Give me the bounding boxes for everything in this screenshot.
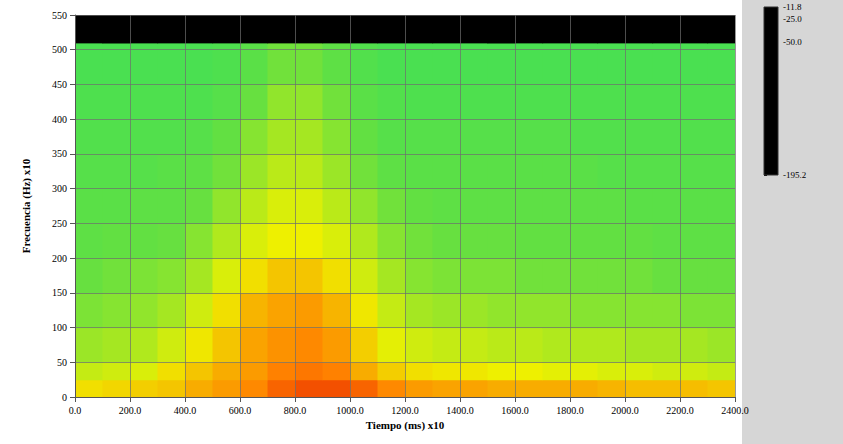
svg-text:250: 250 (52, 218, 67, 229)
svg-text:200: 200 (52, 253, 67, 264)
svg-text:350: 350 (52, 148, 67, 159)
svg-text:500: 500 (52, 44, 67, 55)
svg-text:Frecuencia (Hz) x10: Frecuencia (Hz) x10 (20, 158, 33, 253)
svg-text:450: 450 (52, 79, 67, 90)
svg-text:2400.0: 2400.0 (721, 405, 749, 416)
svg-text:-11.8: -11.8 (783, 2, 802, 12)
svg-text:800.0: 800.0 (284, 405, 307, 416)
svg-text:400.0: 400.0 (174, 405, 197, 416)
svg-text:150: 150 (52, 287, 67, 298)
svg-text:-50.0: -50.0 (783, 37, 802, 47)
svg-text:1400.0: 1400.0 (446, 405, 474, 416)
svg-text:2000.0: 2000.0 (611, 405, 639, 416)
svg-text:50: 50 (57, 357, 67, 368)
svg-text:0.0: 0.0 (69, 405, 82, 416)
svg-text:-25.0: -25.0 (783, 14, 802, 24)
svg-text:600.0: 600.0 (229, 405, 252, 416)
svg-text:1200.0: 1200.0 (391, 405, 419, 416)
svg-text:-195.2: -195.2 (783, 170, 806, 180)
svg-text:200.0: 200.0 (119, 405, 142, 416)
svg-text:2200.0: 2200.0 (666, 405, 694, 416)
svg-text:0: 0 (62, 392, 67, 403)
svg-text:400: 400 (52, 114, 67, 125)
svg-text:300: 300 (52, 183, 67, 194)
svg-text:550: 550 (52, 10, 67, 21)
svg-text:1600.0: 1600.0 (501, 405, 529, 416)
svg-text:100: 100 (52, 322, 67, 333)
svg-text:1000.0: 1000.0 (336, 405, 364, 416)
svg-text:Tiempo (ms) x10: Tiempo (ms) x10 (366, 419, 445, 432)
svg-text:1800.0: 1800.0 (556, 405, 584, 416)
